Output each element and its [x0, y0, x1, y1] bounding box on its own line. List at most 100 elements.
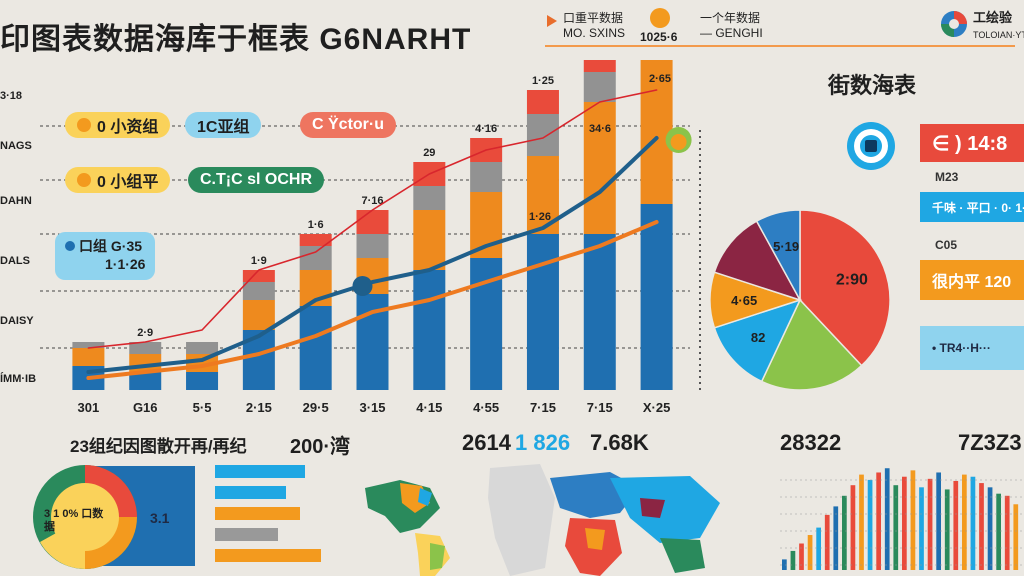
legend-c-sub: — GENGHI [700, 26, 763, 40]
main-bar-line-chart: 301 2·9 G16 5·5 1·9 2·15 1·6 29·5 7·16 3·15 29 4·15… [40, 60, 701, 415]
bar-data-label: 1·9 [251, 255, 267, 267]
legend-pill: 0 小资组 [65, 112, 171, 138]
mini-bar [859, 474, 864, 570]
mini-bar [876, 472, 881, 570]
triangle-icon [547, 15, 557, 27]
mini-bar [782, 559, 787, 570]
kpi-sub-label: C05 [935, 238, 958, 252]
pill-label: 0 小资组 [97, 119, 159, 136]
kpi-value: ∈ ) 14:8 [932, 132, 1008, 155]
pie-slice [713, 220, 802, 302]
mini-bar [1004, 495, 1010, 570]
bottom-number-highlight: 1 826 [515, 430, 571, 455]
pill-label: C Ÿctor·u [312, 116, 384, 133]
series-line [87, 89, 658, 349]
pie-slice-label: 5·19 [773, 239, 799, 254]
bar-segment [470, 162, 503, 192]
mini-bar [799, 543, 804, 570]
x-tick-label: 7·15 [530, 400, 556, 415]
line-marker [352, 276, 373, 296]
map-atlantic-band [488, 464, 555, 576]
mini-bar [927, 478, 933, 570]
main-chart-area: 3·18 NAGS DAHN DALS DAISY ÍMM·IB 301 2·9 G… [0, 60, 720, 420]
pie-chart: 2:90 82 4·65 5·19 [709, 209, 891, 391]
bar-segment [129, 372, 162, 390]
hbar [215, 549, 321, 562]
bar-data-label: 7·16 [361, 195, 383, 207]
mini-bar [816, 527, 821, 570]
donut-side-label: 3.1 [150, 510, 170, 526]
bar-segment [72, 348, 105, 366]
kpi-card: 很内平 120 [920, 260, 1024, 300]
bar-segment [640, 204, 673, 390]
page-title: 印图表数据海库于框表 G6NARHT [0, 23, 472, 56]
pie-slice [713, 298, 802, 383]
kpi-card: • TR4··H··· [920, 326, 1024, 370]
y-label: ÍMM·IB [0, 373, 37, 385]
legend-a-label: 口重平数据 [563, 11, 624, 25]
bar-segment [413, 270, 446, 390]
bar-segment [186, 372, 219, 390]
mini-bar [987, 487, 993, 570]
legend-pill: C.T¡C sl OCHR [188, 167, 324, 193]
mini-bar [996, 493, 1001, 570]
x-tick-label: G16 [133, 400, 158, 415]
bottom-number: 28322 [780, 430, 842, 455]
world-map [365, 464, 720, 576]
legend-pill: C Ÿctor·u [300, 112, 396, 138]
map-oceania [660, 538, 705, 573]
map-region [585, 528, 605, 550]
x-tick-label: 7·15 [587, 400, 613, 415]
bar-segment [583, 234, 616, 390]
mini-bar [790, 550, 796, 570]
mini-bar [902, 476, 907, 570]
bar-data-label: 1·6 [308, 219, 324, 231]
pie-slice-label: 82 [751, 330, 765, 345]
bar-segment [356, 210, 389, 234]
pill-label: 1C亚组 [197, 119, 250, 136]
legend-c-label: 一个年数据 [700, 11, 761, 25]
bar-segment [413, 210, 446, 270]
bottom-number: 7.68K [590, 430, 649, 455]
mini-bar [962, 474, 967, 570]
pie-slice-label: 4·65 [731, 293, 757, 308]
pill-dot-icon [65, 241, 75, 251]
orange-dot-icon [650, 8, 670, 28]
pill-label: 口组 G·35 [79, 238, 143, 254]
mini-bar [910, 470, 916, 570]
chart-annotation: 34·6 [589, 123, 611, 135]
legend-pill: 0 小组平 [65, 167, 171, 193]
bar-segment [186, 342, 219, 354]
pie-slice [755, 209, 801, 301]
bottom-bar-chart [780, 468, 1024, 570]
pill-label: 0 小组平 [97, 174, 159, 191]
y-label: DAHN [0, 195, 32, 207]
mini-bar [953, 480, 959, 570]
donut-center-label: 3 1 0% 口数据 [44, 508, 104, 533]
legend-pill: 1C亚组 [185, 112, 262, 138]
mini-bar [824, 514, 830, 570]
bar-data-label: 4·16 [475, 123, 497, 135]
bottom-number: 2614 [462, 430, 511, 455]
mini-bar [867, 479, 873, 570]
map-asia [610, 476, 720, 543]
bar-segment [583, 72, 616, 102]
mini-bar [936, 472, 941, 570]
x-tick-label: X·25 [643, 400, 670, 415]
kpi-value: 千味 · 平口 · 0· 1·25 [932, 200, 1024, 215]
x-tick-label: 29·5 [303, 400, 329, 415]
bar-data-label: 1·25 [532, 75, 554, 87]
series-line [86, 220, 659, 380]
pie-slice [799, 209, 891, 367]
legend-a-sub: MO. SXINS [563, 26, 626, 40]
bar-segment [583, 102, 616, 234]
x-tick-label: 4·15 [416, 400, 442, 415]
legend-b-value: 1025·6 [640, 30, 678, 44]
chart-annotation: 2·65 [649, 73, 671, 85]
bottom-number: 200·湾 [290, 436, 351, 458]
mini-bar [833, 506, 839, 570]
top-legend: 口重平数据 MO. SXINS 1025·6 一个年数据 — GENGHI 工绘… [545, 8, 1024, 48]
pie-slice-label: 2:90 [836, 271, 868, 288]
mini-bar [884, 468, 890, 570]
bar-segment [242, 282, 275, 300]
